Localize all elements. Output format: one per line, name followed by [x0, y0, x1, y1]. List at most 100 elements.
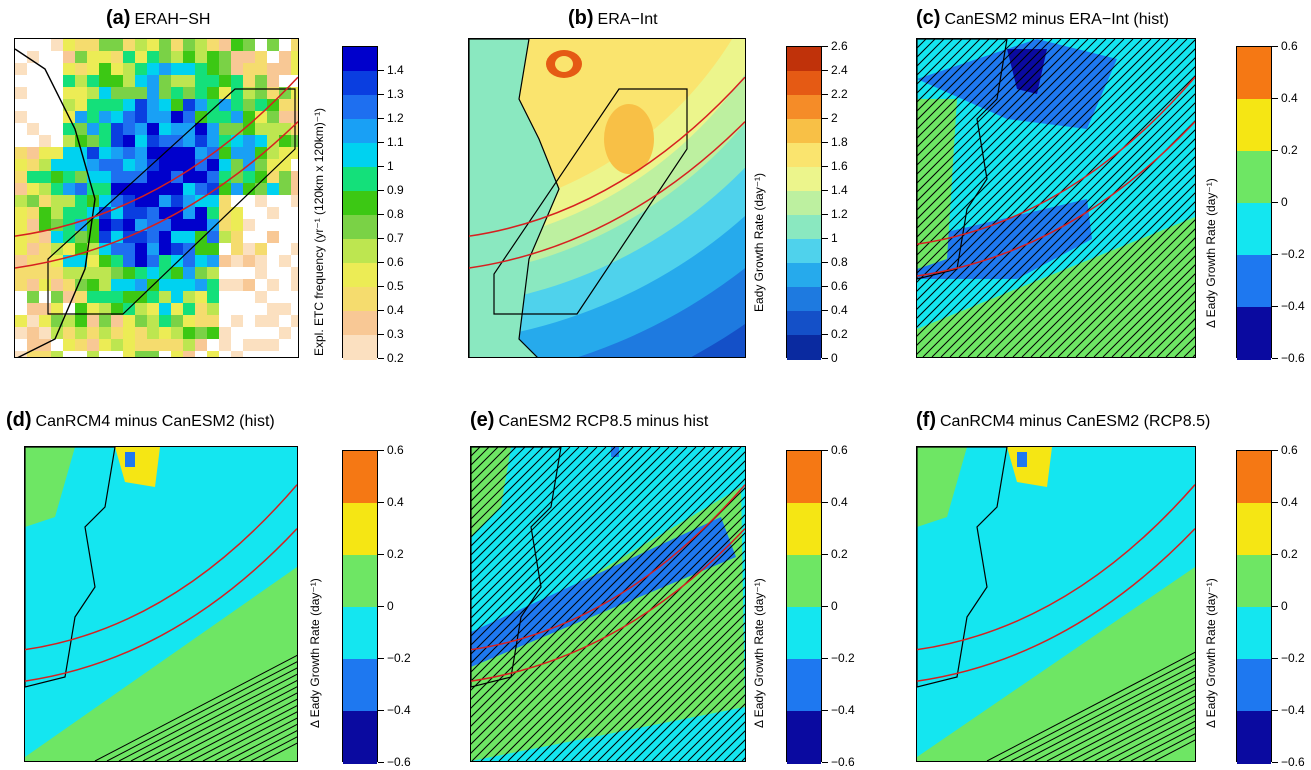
grid-cell — [183, 243, 195, 255]
colorbar-tick-label: −0.4 — [831, 703, 855, 717]
hatch-line — [922, 84, 1195, 357]
grid-cell — [39, 327, 51, 339]
grid-cell — [195, 171, 207, 183]
grid-cell — [63, 171, 75, 183]
hatch-line — [516, 532, 745, 761]
hatch-line — [106, 661, 297, 761]
grid-cell — [87, 339, 99, 351]
grid-cell — [63, 267, 75, 279]
grid-cell — [219, 75, 231, 87]
grid-cell — [15, 171, 27, 183]
grid-cell — [267, 207, 279, 219]
storm-track-upper — [15, 76, 298, 237]
map-canvas — [469, 39, 745, 357]
colorbar-tick-label: 0.6 — [387, 443, 404, 457]
grid-cell — [183, 99, 195, 111]
grid-cell — [15, 87, 27, 99]
coastline — [15, 48, 96, 357]
hatch-line — [917, 39, 972, 94]
colorbar-tick-label: 1.4 — [831, 183, 848, 197]
colorbar-tick-label: −0.2 — [1281, 247, 1305, 261]
grid-cell — [87, 39, 99, 51]
grid-cell — [75, 207, 87, 219]
grid-cell — [159, 51, 171, 63]
hatch-line — [967, 129, 1195, 357]
hatch-line — [471, 447, 661, 637]
grid-cell — [243, 99, 255, 111]
grid-cell — [231, 171, 243, 183]
grid-cell — [75, 291, 87, 303]
grid-cell — [63, 87, 75, 99]
grid-cell — [147, 351, 159, 357]
grid-cell — [147, 195, 159, 207]
grid-cell — [87, 75, 99, 87]
eady-peak-core — [555, 56, 573, 72]
colorbar-segment — [1237, 99, 1271, 152]
grid-cell — [135, 351, 147, 357]
field-positive — [25, 447, 75, 527]
hatch-line — [633, 649, 745, 761]
panel-b-title: (b) ERA−Int — [568, 7, 658, 29]
colorbar-tick — [1272, 46, 1278, 47]
grid-cell — [51, 267, 63, 279]
grid-cell — [147, 255, 159, 267]
colorbar-tick — [822, 554, 828, 555]
grid-cell — [183, 39, 195, 51]
hatch-line — [917, 39, 1026, 148]
grid-cell — [63, 279, 75, 291]
grid-cell — [75, 327, 87, 339]
grid-cell — [159, 303, 171, 315]
grid-cell — [135, 159, 147, 171]
grid-cell — [63, 123, 75, 135]
grid-cell — [219, 339, 231, 351]
grid-cell — [87, 195, 99, 207]
hatch-line — [998, 658, 1195, 761]
hatch-line — [543, 559, 745, 761]
grid-cell — [255, 339, 267, 351]
grid-cell — [63, 243, 75, 255]
grid-cell — [243, 111, 255, 123]
grid-cell — [195, 63, 207, 75]
grid-cell — [255, 99, 267, 111]
grid-cell — [87, 123, 99, 135]
grid-cell — [135, 327, 147, 339]
grid-cell — [183, 147, 195, 159]
colorbar-tick — [1272, 254, 1278, 255]
grid-cell — [195, 231, 207, 243]
grid-cell — [207, 111, 219, 123]
grid-cell — [267, 279, 279, 291]
grid-cell — [207, 267, 219, 279]
hatch-line — [687, 703, 745, 761]
grid-cell — [123, 207, 135, 219]
grid-cell — [27, 219, 39, 231]
colorbar-c — [1236, 46, 1272, 360]
colorbar-tick — [378, 118, 384, 119]
colorbar-d-label: Δ Eady Growth Rate (day⁻¹) — [308, 578, 322, 728]
colorbar-segment — [1237, 659, 1271, 712]
grid-cell — [267, 111, 279, 123]
colorbar-segment — [343, 659, 377, 712]
colorbar-tick — [822, 214, 828, 215]
grid-cell — [195, 111, 207, 123]
grid-cell — [255, 135, 267, 147]
grid-cell — [75, 279, 87, 291]
grid-cell — [255, 63, 267, 75]
grid-cell — [291, 279, 298, 291]
grid-cell — [291, 51, 298, 63]
grid-cell — [51, 243, 63, 255]
grid-cell — [87, 147, 99, 159]
colorbar-segment — [343, 215, 377, 240]
grid-cell — [111, 63, 123, 75]
grid-cell — [159, 39, 171, 51]
grid-cell — [123, 159, 135, 171]
colorbar-tick-label: 0 — [831, 351, 838, 365]
grid-cell — [123, 63, 135, 75]
grid-cell — [63, 99, 75, 111]
storm-track-lower — [25, 528, 297, 682]
hatch-line — [917, 39, 1195, 319]
grid-cell — [279, 111, 291, 123]
map-b — [468, 38, 746, 358]
grid-cell — [267, 339, 279, 351]
hatch-line — [471, 447, 679, 655]
hatch-line — [471, 447, 535, 511]
